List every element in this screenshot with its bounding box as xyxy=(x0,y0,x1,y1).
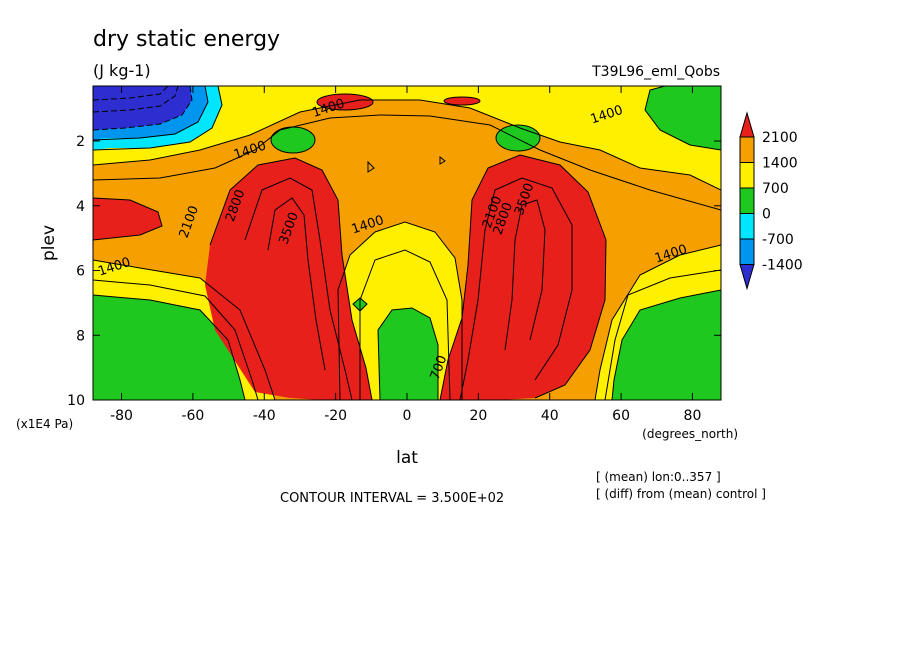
x-axis-label: lat xyxy=(396,448,418,468)
y-tick-label: 8 xyxy=(76,328,85,344)
y-tick-label: 4 xyxy=(76,199,85,215)
fill-red-left-edge xyxy=(93,198,162,240)
x-tick-label: 40 xyxy=(541,408,559,424)
x-tick-label: -80 xyxy=(110,408,133,424)
fill-yellow-top xyxy=(93,86,721,190)
x-tick-label: -40 xyxy=(253,408,276,424)
y-tick-label: 2 xyxy=(76,134,85,150)
fill-green-blob-left xyxy=(271,127,315,153)
colorbar-label: 0 xyxy=(762,207,771,223)
y-tick-label: 10 xyxy=(67,393,85,409)
experiment-label: T39L96_eml_Qobs xyxy=(591,64,720,80)
x-tick-label: 20 xyxy=(469,408,487,424)
y-tick-label: 6 xyxy=(76,264,85,280)
colorbar-arrow-bottom xyxy=(739,264,755,291)
contour-interval-text: CONTOUR INTERVAL = 3.500E+02 xyxy=(280,491,504,506)
x-axis: -80 -60 -40 -20 0 20 40 60 80 xyxy=(110,86,701,424)
chart-title: dry static energy xyxy=(93,27,280,52)
y-axis-label: plev xyxy=(39,225,59,261)
x-tick-label: 0 xyxy=(403,408,412,424)
fill-green-lower-right xyxy=(612,290,721,400)
colorbar-segment xyxy=(739,213,755,240)
note-line-1: [ (mean) lon:0..357 ] xyxy=(596,470,721,484)
colorbar-label: -1400 xyxy=(762,258,803,274)
contour-lines xyxy=(93,86,721,400)
y-axis-units: (x1E4 Pa) xyxy=(16,417,73,431)
colorbar-segment xyxy=(739,187,755,214)
x-tick-label: 60 xyxy=(612,408,630,424)
colorbar: 2100 1400 700 0 -700 -1400 xyxy=(739,111,803,291)
x-tick-label: -20 xyxy=(324,408,347,424)
colorbar-label: 2100 xyxy=(762,130,798,146)
chart-units: (J kg-1) xyxy=(93,61,151,80)
fill-red-top-right xyxy=(444,97,480,105)
colorbar-segment xyxy=(739,238,755,265)
fill-green-top-right xyxy=(645,86,721,150)
x-axis-units: (degrees_north) xyxy=(642,427,738,441)
fill-green-center xyxy=(378,308,438,400)
fill-red-left-jet xyxy=(205,158,372,400)
x-tick-label: 80 xyxy=(684,408,702,424)
note-line-2: [ (diff) from (mean) control ] xyxy=(596,487,766,501)
colorbar-segment xyxy=(739,162,755,189)
colorbar-segment xyxy=(739,136,755,163)
y-axis: 2 4 6 8 10 xyxy=(67,134,721,409)
fill-green-lower-left xyxy=(93,295,245,400)
colorbar-label: 1400 xyxy=(762,156,798,172)
colorbar-label: 700 xyxy=(762,181,789,197)
colorbar-arrow-top xyxy=(739,111,755,138)
colorbar-label: -700 xyxy=(762,232,794,248)
fill-red-right-jet xyxy=(440,155,606,400)
x-tick-label: -60 xyxy=(181,408,204,424)
